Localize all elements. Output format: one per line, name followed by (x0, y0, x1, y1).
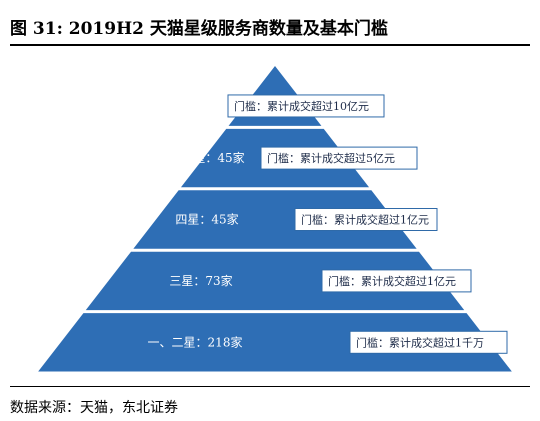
threshold-box (349, 330, 508, 354)
tier-label: 一、二星：218家 (148, 334, 243, 349)
threshold-box (260, 146, 418, 170)
pyramid-tier-3 (133, 190, 417, 249)
threshold-text: 门槛：累计成交超过1亿元 (301, 213, 429, 227)
pyramid-tier-4 (85, 251, 465, 311)
tier-label: 五星：45家 (181, 150, 244, 165)
threshold-text: 门槛：累计成交超过1千万 (356, 335, 484, 349)
threshold-box (321, 269, 472, 293)
title-divider (10, 44, 530, 46)
threshold-box (227, 94, 385, 118)
threshold-text: 门槛：累计成交超过5亿元 (267, 151, 395, 165)
figure-title: 图 31: 2019H2 天猫星级服务商数量及基本门槛 (10, 19, 388, 39)
threshold-text: 门槛：累计成交超过10亿元 (234, 99, 369, 113)
threshold-box (294, 208, 438, 231)
threshold-text: 门槛：累计成交超过1亿元 (328, 274, 456, 288)
pyramid-tier-5 (38, 313, 512, 372)
tier-label: 四星：45家 (175, 212, 238, 227)
source-divider (10, 386, 530, 387)
tier-label: 三星：73家 (169, 273, 232, 288)
source-note: 数据来源：天猫，东北证券 (10, 400, 178, 416)
